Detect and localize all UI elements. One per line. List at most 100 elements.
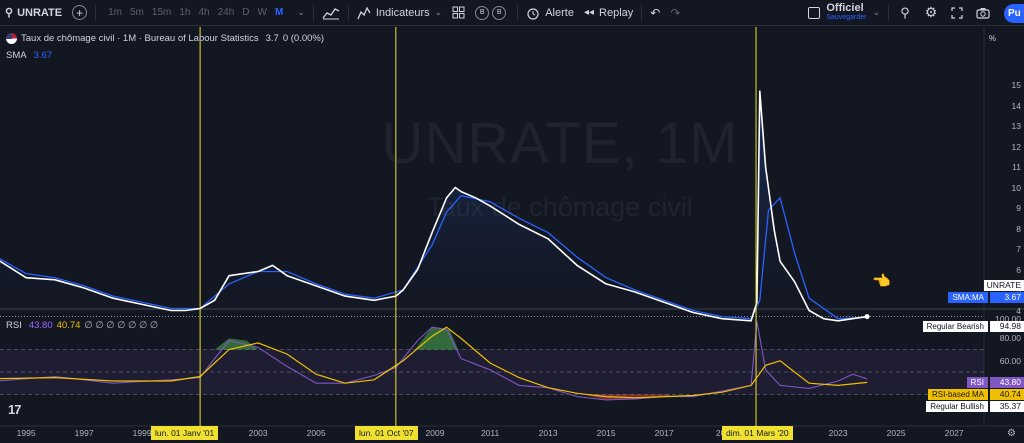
symbol-search[interactable]: ⚲ UNRATE (0, 0, 67, 26)
rsi-axis-value: 43.80 (990, 377, 1024, 388)
rsi-legend[interactable]: RSI 43.80 40.74 ∅ ∅ ∅ ∅ ∅ ∅ ∅ (6, 320, 158, 331)
replay-button[interactable]: ◂◂ Replay (579, 0, 638, 26)
timeframe-D[interactable]: D (242, 7, 250, 18)
timeframe-M[interactable]: M (274, 7, 284, 18)
area-chart-icon (322, 7, 340, 19)
bullish-value: 35.37 (990, 401, 1024, 412)
redo-icon: ↷ (670, 5, 681, 20)
timeframe-1h[interactable]: 1h (179, 7, 191, 18)
rsi-label: RSI (6, 320, 22, 331)
alert-button[interactable]: Alerte (521, 0, 579, 26)
watermark-description: Taux de chômage civil (427, 192, 693, 222)
badge-b1[interactable]: B (475, 5, 490, 20)
sma-axis-label: SMA:MA (948, 292, 988, 303)
series-title: Taux de chômage civil · 1M · Bureau of L… (21, 33, 259, 44)
rsi-line (0, 321, 868, 401)
rsi-overbought-fill-2002 (214, 338, 259, 350)
pointing-hand-icon: 👈 (872, 273, 891, 290)
rsi-ma-value: 40.74 (56, 320, 81, 331)
divider (95, 4, 97, 21)
rsi-axis-label: RSI (966, 377, 988, 388)
top-toolbar: ⚲ UNRATE + 1m 5m 15m 1h 4h 24h D W M ⌄ Indicateu… (0, 0, 1024, 26)
rewind-icon: ◂◂ (583, 7, 595, 18)
sma-legend[interactable]: SMA 3.67 (6, 50, 52, 61)
rsi-extra-values: ∅ ∅ ∅ ∅ ∅ ∅ ∅ (84, 320, 159, 331)
snapshot-button[interactable] (970, 5, 996, 21)
indicators-icon (357, 6, 371, 19)
year-tick: 2023 (828, 428, 848, 438)
timeframe-group: 1m 5m 15m 1h 4h 24h D W M (99, 0, 292, 26)
price-unit: % (988, 34, 996, 43)
chevron-down-icon: ⌄ (434, 7, 443, 17)
fullscreen-button[interactable] (944, 5, 970, 21)
magnifier-icon: ⚲ (900, 4, 910, 20)
year-tick: 1997 (74, 428, 94, 438)
chart-type-button[interactable] (317, 0, 345, 26)
bullish-label: Regular Bullish (926, 401, 988, 412)
sma-value: 3.67 (33, 50, 53, 61)
timeframe-5m[interactable]: 5m (129, 7, 144, 18)
timeframe-15m[interactable]: 15m (151, 7, 172, 18)
divider (347, 4, 349, 21)
indicators-button[interactable]: Indicateurs ⌄ (352, 0, 447, 26)
search-icon: ⚲ (5, 7, 14, 19)
bearish-value: 94.98 (990, 321, 1024, 332)
badge-b2[interactable]: B (492, 5, 507, 20)
divider (641, 4, 643, 21)
fullscreen-icon (951, 6, 963, 19)
badge-buttons: B B (470, 0, 514, 26)
us-flag-icon (6, 33, 17, 44)
year-tick: 1999 (132, 428, 152, 438)
redo-button[interactable]: ↷ (665, 0, 685, 26)
price-tick: 10 (1011, 182, 1021, 193)
unrate-line (0, 90, 868, 322)
gear-icon: ⚙ (924, 4, 938, 20)
rsi-tick: 80.00 (999, 333, 1021, 344)
last-point-dot (864, 314, 870, 320)
timeframe-4h[interactable]: 4h (198, 7, 210, 18)
publish-button[interactable]: Pu (1004, 4, 1024, 23)
rsi-tick: 100.00 (995, 314, 1021, 324)
price-tick: 9 (1016, 203, 1021, 213)
rsi-ma-axis-value: 40.74 (990, 389, 1024, 400)
undo-icon: ↶ (650, 5, 661, 20)
price-tick: 4 (1016, 305, 1021, 316)
rsi-ma-line (0, 326, 868, 399)
timeframe-1m[interactable]: 1m (108, 7, 122, 18)
undo-button[interactable]: ↶ (645, 0, 665, 26)
series-legend[interactable]: Taux de chômage civil · 1M · Bureau of L… (6, 33, 324, 44)
templates-button[interactable] (447, 0, 470, 26)
indicators-label: Indicateurs (375, 6, 430, 19)
grid-icon (452, 6, 465, 19)
year-tick: 2005 (306, 428, 326, 438)
year-tick: 2003 (248, 428, 268, 438)
chevron-down-icon: ⌄ (872, 7, 880, 17)
layout-button[interactable]: Officiel Sauvegarder ⌄ (803, 0, 885, 26)
timeframe-24h[interactable]: 24h (217, 7, 235, 18)
year-tick: 2011 (480, 428, 500, 438)
year-tick: 2013 (538, 428, 558, 438)
compare-button[interactable]: + (67, 0, 92, 26)
alert-label: Alerte (545, 6, 574, 19)
settings-button[interactable]: ⚙ (918, 4, 944, 21)
axis-settings-icon[interactable]: ⚙ (1007, 428, 1016, 439)
symbol-label: UNRATE (17, 6, 63, 19)
price-tick: 14 (1011, 100, 1021, 111)
marker-date-2007: lun. 01 Oct '07 (355, 426, 418, 440)
rsi-value: 43.80 (28, 320, 53, 331)
layout-status: Sauvegarder (826, 13, 867, 21)
divider (517, 4, 519, 21)
sma-line (0, 194, 868, 320)
watermark-symbol: UNRATE, 1M (381, 111, 739, 176)
timeframe-dropdown[interactable]: ⌄ (292, 0, 310, 26)
price-tick: 11 (1012, 162, 1021, 172)
year-tick: 20 (715, 428, 726, 438)
series-last-value: 3.7 (265, 33, 279, 44)
price-tick: 13 (1011, 121, 1021, 131)
year-tick: 2027 (944, 428, 964, 438)
timeframe-W[interactable]: W (257, 7, 267, 18)
sma-axis-tag: 3.67 (990, 292, 1024, 303)
layout-name-block: Officiel Sauvegarder (826, 2, 867, 23)
chart-canvas[interactable] (0, 27, 1024, 443)
quick-search-button[interactable]: ⚲ (892, 5, 918, 21)
